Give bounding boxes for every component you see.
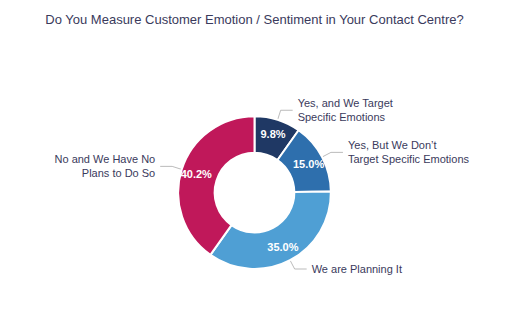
svg-text:Plans to Do So: Plans to Do So <box>82 167 155 179</box>
svg-text:Do You Measure Customer Emotio: Do You Measure Customer Emotion / Sentim… <box>45 12 463 27</box>
svg-text:We are Planning It: We are Planning It <box>312 263 402 275</box>
svg-text:Yes, But We Don’t: Yes, But We Don’t <box>348 139 437 151</box>
svg-text:40.2%: 40.2% <box>181 168 212 180</box>
svg-text:Yes, and We Target: Yes, and We Target <box>298 97 393 109</box>
svg-text:35.0%: 35.0% <box>267 241 298 253</box>
svg-text:No and We Have No: No and We Have No <box>55 153 156 165</box>
svg-text:15.0%: 15.0% <box>293 158 324 170</box>
svg-text:9.8%: 9.8% <box>260 128 285 140</box>
svg-text:Specific Emotions: Specific Emotions <box>298 111 386 123</box>
svg-text:Target Specific Emotions: Target Specific Emotions <box>348 153 470 165</box>
